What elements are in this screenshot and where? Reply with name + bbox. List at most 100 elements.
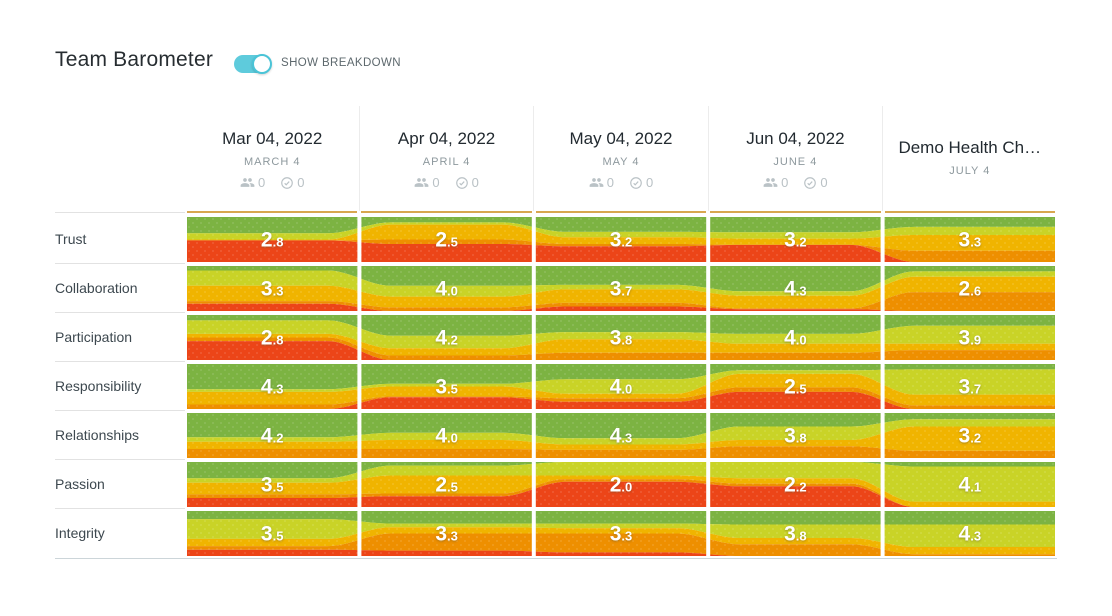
row-label-trust: Trust [55, 231, 87, 247]
cell-value: 2.5 [435, 473, 458, 496]
cell-passion-3[interactable]: 2.0 [536, 462, 706, 507]
show-breakdown-label: SHOW BREAKDOWN [281, 57, 401, 69]
cell-collaboration-1[interactable]: 3.3 [187, 266, 357, 311]
column-date: Mar 04, 2022 [222, 129, 323, 148]
toggle-track [234, 54, 272, 74]
group-icon [763, 178, 778, 187]
row-separator [55, 459, 185, 460]
cell-participation-2[interactable]: 4.2 [361, 315, 531, 360]
column-subtitle: MAY 4 [602, 156, 640, 168]
group-icon [589, 178, 604, 187]
cell-value: 2.2 [784, 473, 807, 496]
cell-participation-3[interactable]: 3.8 [536, 315, 706, 360]
header-separator [707, 106, 709, 211]
cell-value: 4.0 [784, 326, 807, 349]
cell-value: 4.0 [609, 375, 633, 398]
cell-trust-3[interactable]: 3.2 [536, 217, 706, 262]
cell-value: 2.6 [958, 277, 982, 300]
cell-integrity-4[interactable]: 3.8 [710, 511, 880, 556]
participants-count: 0 [763, 175, 788, 190]
cell-passion-2[interactable]: 2.5 [361, 462, 531, 507]
column-subtitle: JUNE 4 [773, 156, 818, 168]
stream-chart [187, 511, 1055, 556]
cell-integrity-5[interactable]: 4.3 [885, 511, 1055, 556]
cell-participation-5[interactable]: 3.9 [885, 315, 1055, 360]
check-circle-icon [281, 176, 294, 189]
cell-value: 4.0 [435, 424, 458, 447]
cell-integrity-3[interactable]: 3.3 [536, 511, 706, 556]
cell-relationships-1[interactable]: 4.2 [187, 413, 357, 458]
column-date: May 04, 2022 [569, 129, 673, 148]
stream-chart [187, 315, 1055, 360]
cell-participation-1[interactable]: 2.8 [187, 315, 357, 360]
stream-chart [187, 413, 1055, 458]
cell-trust-2[interactable]: 2.5 [361, 217, 531, 262]
responses-count: 0 [629, 175, 653, 190]
cell-responsibility-4[interactable]: 2.5 [710, 364, 880, 409]
cell-value: 4.3 [784, 277, 807, 300]
cell-integrity-2[interactable]: 3.3 [361, 511, 531, 556]
cell-value: 4.1 [958, 473, 982, 496]
cell-value: 3.2 [784, 228, 807, 251]
cell-trust-5[interactable]: 3.3 [885, 217, 1055, 262]
cell-value: 3.8 [609, 326, 633, 349]
header-underline [361, 211, 532, 213]
cell-value: 3.5 [260, 522, 284, 545]
column-subtitle: MARCH 4 [243, 156, 301, 168]
cell-collaboration-5[interactable]: 2.6 [885, 266, 1055, 311]
header-underline [535, 211, 707, 213]
column-header-5[interactable]: Demo Health Ch… JULY 4 [885, 105, 1055, 211]
responses-count: 0 [455, 175, 479, 190]
cell-passion-4[interactable]: 2.2 [710, 462, 880, 507]
participants-count: 0 [414, 175, 440, 190]
stream-chart [187, 217, 1055, 262]
cell-collaboration-3[interactable]: 3.7 [536, 266, 706, 311]
cell-value: 2.5 [784, 375, 807, 398]
cell-value: 3.3 [435, 522, 458, 545]
row-separator [55, 410, 185, 411]
row-label-passion: Passion [55, 476, 105, 492]
stream-row-participation: 2.8 4.2 3.8 4.0 3.9 [187, 315, 1055, 360]
cell-relationships-2[interactable]: 4.0 [361, 413, 531, 458]
cell-passion-1[interactable]: 3.5 [187, 462, 357, 507]
group-icon [240, 178, 255, 187]
cell-value: 4.2 [260, 424, 284, 447]
cell-responsibility-3[interactable]: 4.0 [536, 364, 706, 409]
cell-integrity-1[interactable]: 3.5 [187, 511, 357, 556]
cell-value: 3.5 [435, 375, 458, 398]
column-subtitle: APRIL 4 [422, 156, 471, 168]
show-breakdown-toggle[interactable] [234, 54, 272, 74]
cell-relationships-5[interactable]: 3.2 [885, 413, 1055, 458]
cell-collaboration-2[interactable]: 4.0 [361, 266, 531, 311]
cell-value: 2.0 [609, 473, 633, 496]
responses-count: 0 [280, 175, 304, 190]
stream-row-relationships: 4.2 4.0 4.3 3.8 3.2 [187, 413, 1055, 458]
cell-relationships-3[interactable]: 4.3 [536, 413, 706, 458]
cell-value: 2.5 [435, 228, 458, 251]
row-label-participation: Participation [55, 329, 133, 345]
cell-trust-1[interactable]: 2.8 [187, 217, 357, 262]
group-icon [414, 178, 429, 187]
table-bottom-border [55, 558, 1057, 559]
stream-chart [187, 364, 1055, 409]
stream-row-integrity: 3.5 3.3 3.3 3.8 4.3 [187, 511, 1055, 556]
cell-responsibility-1[interactable]: 4.3 [187, 364, 357, 409]
cell-responsibility-2[interactable]: 3.5 [361, 364, 531, 409]
cell-relationships-4[interactable]: 3.8 [710, 413, 880, 458]
cell-trust-4[interactable]: 3.2 [710, 217, 880, 262]
header-underline [710, 211, 881, 213]
cell-participation-4[interactable]: 4.0 [710, 315, 880, 360]
cell-responsibility-5[interactable]: 3.7 [885, 364, 1055, 409]
cell-passion-5[interactable]: 4.1 [885, 462, 1055, 507]
cell-value: 3.7 [958, 375, 982, 398]
cell-collaboration-4[interactable]: 4.3 [710, 266, 880, 311]
cell-value: 4.2 [435, 326, 458, 349]
